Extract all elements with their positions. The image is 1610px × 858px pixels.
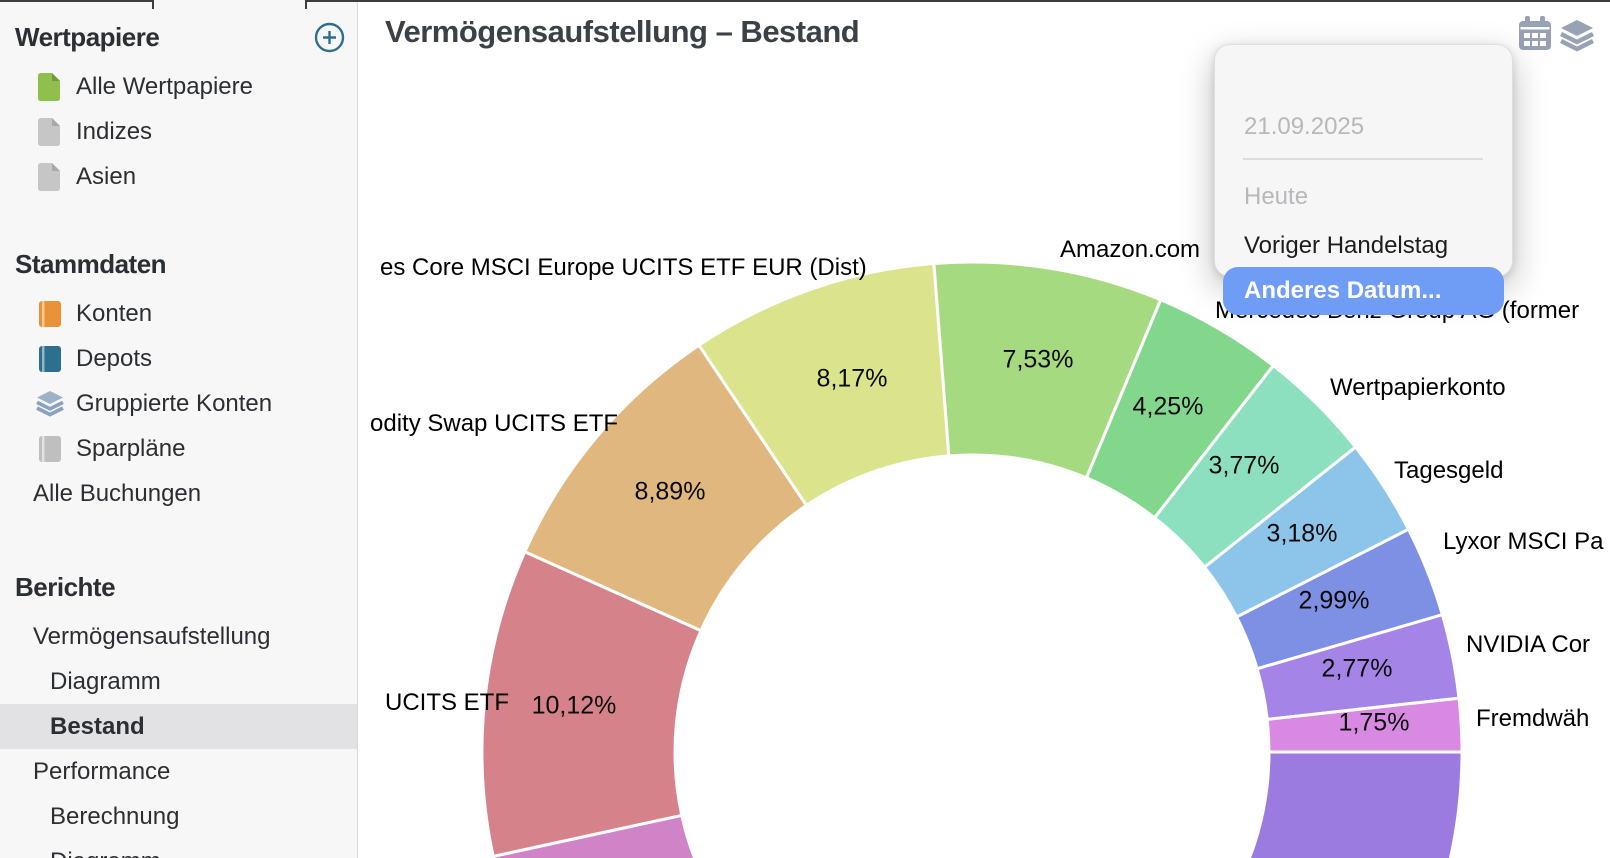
sidebar-section-title: Stammdaten	[15, 248, 167, 279]
sidebar-item-label: Bestand	[50, 712, 145, 740]
sidebar-item-konten[interactable]: Konten	[0, 291, 357, 336]
menu-item-heute: Heute	[1244, 183, 1309, 210]
sidebar-gap	[0, 606, 357, 614]
sidebar-gap	[0, 516, 357, 568]
sidebar-item-label: Gruppierte Konten	[76, 389, 273, 417]
book-teal-icon	[36, 345, 64, 373]
chart-slice-partial-11[interactable]	[1247, 750, 1464, 858]
slice-percent-label: 3,18%	[1266, 519, 1338, 548]
date-dropdown-menu: 21.09.2025 Heute Voriger Handelstag Anderes…	[1214, 44, 1513, 315]
sidebar-item-label: Alle Buchungen	[33, 479, 202, 507]
slice-percent-label: 4,25%	[1132, 392, 1204, 421]
sidebar-item-label: Indizes	[76, 117, 153, 145]
sidebar-item-alle-buchungen[interactable]: Alle Buchungen	[0, 471, 357, 516]
sidebar-gap	[0, 283, 357, 291]
slice-percent-label: 8,89%	[634, 477, 706, 506]
slice-name-label: Wertpapierkonto	[1330, 374, 1506, 401]
tab-strip-border-left	[0, 0, 152, 2]
slice-percent-label: 8,17%	[816, 364, 888, 393]
slice-name-label: odity Swap UCITS ETF	[370, 410, 619, 437]
sidebar-item-bestand[interactable]: Bestand	[0, 704, 357, 749]
sidebar-item-label: Diagramm	[50, 848, 161, 858]
book-orange-icon	[36, 300, 64, 328]
file-gray-icon	[36, 117, 64, 146]
sidebar-item-label: Sparpläne	[76, 434, 186, 462]
sidebar-item-indizes[interactable]: Indizes	[0, 109, 357, 154]
sidebar-item-diagramm[interactable]: Diagramm	[0, 659, 357, 704]
slice-name-label: es Core MSCI Europe UCITS ETF EUR (Dist)	[380, 254, 867, 281]
layers-blue-icon	[36, 390, 64, 418]
sidebar-item-label: Alle Wertpapiere	[76, 72, 253, 100]
sidebar-item-label: Depots	[76, 344, 153, 372]
sidebar-section-head-wertpapiere: Wertpapiere	[0, 18, 357, 56]
sidebar-item-label: Vermögensaufstellung	[33, 622, 271, 650]
slice-name-label: Tagesgeld	[1394, 457, 1504, 484]
page-title: Vermögensaufstellung – Bestand	[385, 14, 860, 49]
file-green-icon	[36, 72, 64, 101]
calendar-icon[interactable]	[1518, 16, 1552, 57]
sidebar-section-title: Berichte	[15, 571, 116, 602]
menu-item-21-09-2025: 21.09.2025	[1244, 113, 1365, 140]
slice-name-label: Fremdwäh	[1476, 705, 1590, 732]
sidebar: Wertpapiere Alle Wertpapiere Indizes Asien…	[0, 0, 358, 858]
sidebar-item-vermögensaufstellung[interactable]: Vermögensaufstellung	[0, 614, 357, 659]
menu-divider	[1243, 158, 1483, 160]
sidebar-item-depots[interactable]: Depots	[0, 336, 357, 381]
slice-percent-label: 2,99%	[1298, 586, 1370, 615]
slice-name-label: UCITS ETF	[385, 689, 509, 716]
sidebar-section-head-stammdaten: Stammdaten	[0, 245, 357, 283]
slice-name-label: Amazon.com	[1060, 236, 1201, 263]
sidebar-item-label: Konten	[76, 299, 153, 327]
slice-percent-label: 1,75%	[1338, 708, 1410, 737]
sidebar-item-sparpläne[interactable]: Sparpläne	[0, 426, 357, 471]
slice-percent-label: 2,77%	[1321, 654, 1393, 683]
active-tab-left-edge	[152, 0, 154, 9]
file-gray-icon	[36, 162, 64, 191]
layers-icon[interactable]	[1559, 20, 1595, 57]
book-gray-icon	[36, 435, 64, 463]
slice-percent-label: 10,12%	[531, 691, 617, 720]
slice-percent-label: 3,77%	[1208, 451, 1280, 480]
active-tab-right-edge	[305, 0, 307, 9]
tab-strip-border-right	[307, 0, 1610, 2]
slice-percent-label: 7,53%	[1002, 345, 1074, 374]
sidebar-item-label: Performance	[33, 757, 171, 785]
sidebar-section-title: Wertpapiere	[15, 21, 160, 52]
sidebar-item-diagramm[interactable]: Diagramm	[0, 839, 357, 858]
sidebar-item-label: Berechnung	[50, 802, 180, 830]
sidebar-item-performance[interactable]: Performance	[0, 749, 357, 794]
sidebar-item-label: Diagramm	[50, 667, 161, 695]
sidebar-section-head-berichte: Berichte	[0, 568, 357, 606]
add-button[interactable]	[314, 22, 345, 53]
sidebar-item-gruppierte-konten[interactable]: Gruppierte Konten	[0, 381, 357, 426]
sidebar-item-berechnung[interactable]: Berechnung	[0, 794, 357, 839]
sidebar-gap	[0, 199, 357, 245]
sidebar-item-asien[interactable]: Asien	[0, 154, 357, 199]
sidebar-item-alle-wertpapiere[interactable]: Alle Wertpapiere	[0, 64, 357, 109]
slice-name-label: NVIDIA Cor	[1466, 631, 1591, 658]
menu-item-voriger-handelstag[interactable]: Voriger Handelstag	[1244, 232, 1449, 259]
menu-item-anderes-datum-[interactable]: Anderes Datum...	[1223, 267, 1504, 315]
sidebar-item-label: Asien	[76, 162, 137, 190]
slice-name-label: Lyxor MSCI Pa	[1443, 528, 1604, 555]
sidebar-gap	[0, 56, 357, 64]
